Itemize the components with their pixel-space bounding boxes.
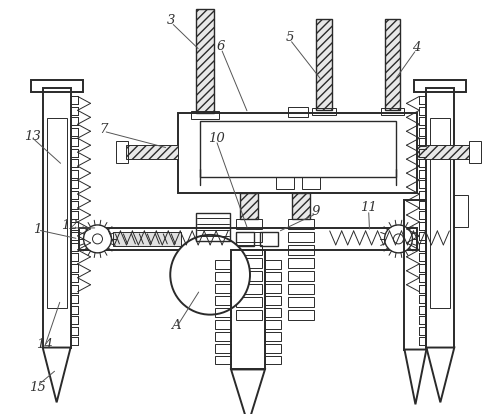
Bar [381,108,405,115]
Bar [430,118,450,308]
Text: 1: 1 [33,223,42,237]
Text: 7: 7 [99,123,108,136]
Bar [236,232,254,246]
Bar [265,272,281,281]
Text: 15: 15 [29,381,46,394]
Bar [236,297,262,307]
Bar [191,111,219,119]
Bar [265,320,281,329]
Bar [288,232,314,242]
Bar [196,9,214,113]
Bar [236,258,262,268]
Bar [288,297,314,307]
Bar [265,344,281,352]
Text: 3: 3 [167,14,175,27]
Bar [215,296,231,305]
Bar [405,200,426,349]
Bar [316,19,331,110]
Bar [288,258,314,268]
Bar [215,332,231,341]
Bar [236,219,262,229]
Bar [200,121,396,177]
Bar [215,308,231,317]
Bar [126,145,178,159]
Bar [236,310,262,320]
Bar [236,232,262,242]
Bar [236,271,262,281]
Bar [288,219,314,229]
Text: 4: 4 [412,41,420,54]
Bar [288,107,308,117]
Bar [276,177,294,189]
Text: 6: 6 [217,40,225,53]
Bar [288,310,314,320]
Circle shape [92,234,102,244]
Bar [215,320,231,329]
Bar [215,272,231,281]
Polygon shape [43,347,71,403]
Bar [178,113,417,193]
Bar [79,228,417,250]
Bar [288,271,314,281]
Bar [236,245,262,255]
Text: 10: 10 [208,132,225,145]
Bar [414,81,466,93]
Text: 9: 9 [312,205,320,218]
Bar [265,296,281,305]
Bar [215,356,231,364]
Bar [215,344,231,352]
Circle shape [83,225,111,253]
Bar [265,332,281,341]
Bar [47,118,67,308]
Text: 12: 12 [61,220,78,232]
Polygon shape [231,369,265,415]
Bar [312,108,335,115]
Circle shape [394,234,404,244]
Bar [231,250,265,369]
Bar [288,284,314,294]
Bar [426,88,454,347]
Bar [196,213,230,241]
Circle shape [170,235,250,315]
Text: 5: 5 [286,31,294,44]
Bar [265,284,281,293]
Bar [215,284,231,293]
Bar [265,260,281,269]
Bar [260,232,278,246]
Text: 11: 11 [360,202,377,215]
Bar [215,260,231,269]
Polygon shape [426,347,454,403]
Text: 13: 13 [24,130,41,143]
Bar [265,356,281,364]
Bar [113,232,181,246]
Bar [417,145,469,159]
Bar [236,284,262,294]
Bar [240,193,258,219]
Text: 14: 14 [36,338,53,351]
Polygon shape [405,349,426,404]
Bar [288,245,314,255]
Bar [454,195,468,227]
Bar [385,19,401,110]
Circle shape [385,225,413,253]
Bar [43,88,71,347]
Bar [292,193,310,219]
Bar [265,308,281,317]
Bar [302,177,320,189]
Bar [31,81,83,93]
Text: A: A [171,319,181,332]
Bar [116,141,128,163]
Bar [469,141,481,163]
